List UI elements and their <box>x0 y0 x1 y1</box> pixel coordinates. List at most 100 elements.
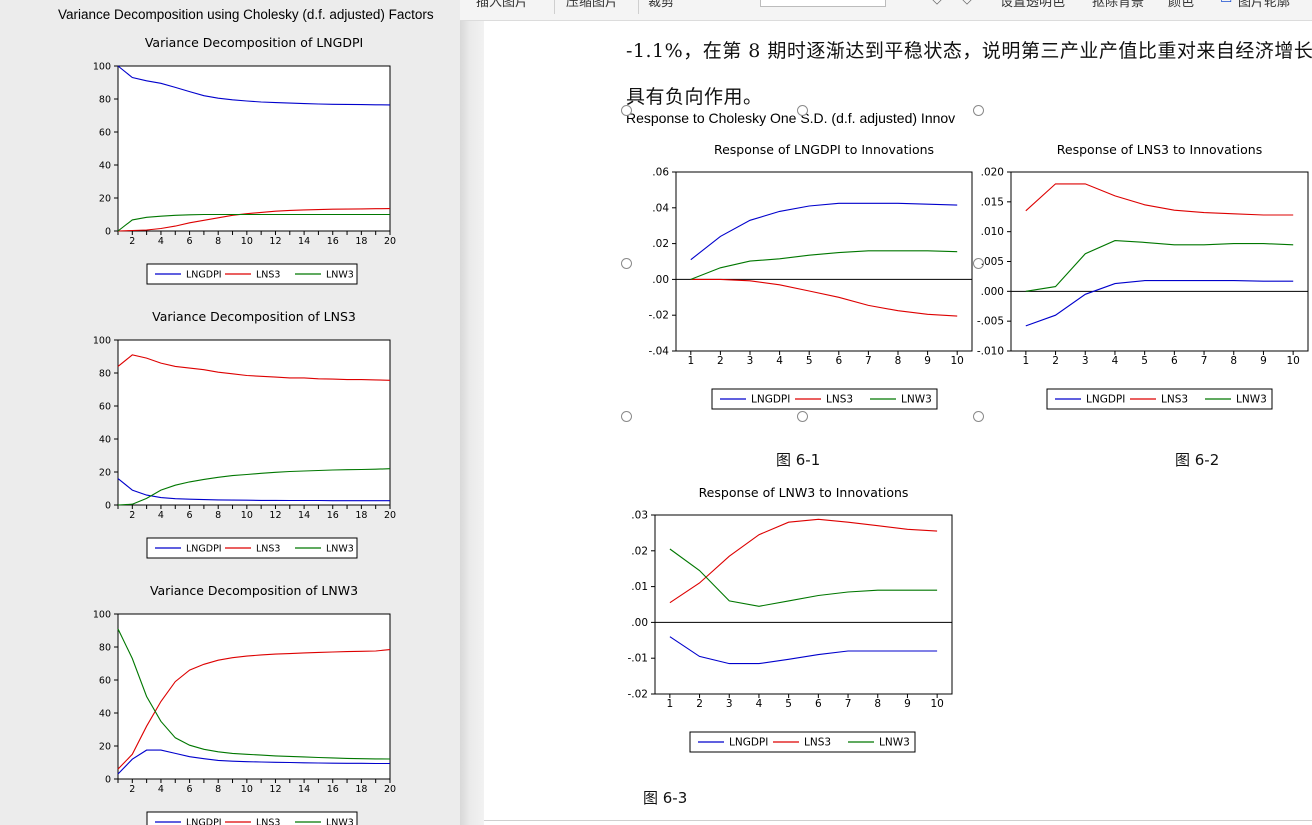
resize-handle-top-middle[interactable] <box>797 105 808 116</box>
y-tick-label: 60 <box>99 128 111 139</box>
x-tick-label: 2 <box>696 698 703 710</box>
figure-caption-6-1: 图 6-1 <box>776 451 821 469</box>
x-tick-label: 8 <box>215 784 221 795</box>
x-tick-label: 14 <box>298 784 310 795</box>
y-tick-label: -.010 <box>977 346 1004 358</box>
x-tick-label: 10 <box>241 236 253 247</box>
plot-frame <box>117 339 391 506</box>
x-tick-label: 3 <box>726 698 733 710</box>
y-tick-label: 20 <box>99 194 111 205</box>
x-tick-label: 2 <box>129 236 135 247</box>
series-line-lns3 <box>690 278 958 317</box>
y-tick-label: .00 <box>652 274 669 286</box>
resize-handle-bottom-right[interactable] <box>973 411 984 422</box>
x-tick-label: 7 <box>1201 355 1208 367</box>
x-tick-label: 16 <box>327 784 339 795</box>
x-tick-label: 10 <box>241 510 253 521</box>
series-line-lngdpi <box>117 65 391 106</box>
legend-box <box>146 537 358 559</box>
panel-divider[interactable] <box>460 0 484 825</box>
y-tick-label: .015 <box>981 196 1004 208</box>
resize-handle-bottom-middle[interactable] <box>797 411 808 422</box>
legend-label-lns3: LNS3 <box>804 737 831 749</box>
legend-label-lngdpi: LNGDPI <box>751 394 790 406</box>
y-tick-label: 100 <box>93 336 111 347</box>
x-tick-label: 4 <box>158 784 164 795</box>
y-tick-label: 20 <box>99 468 111 479</box>
legend-label-lns3: LNS3 <box>1161 394 1188 406</box>
x-tick-label: 5 <box>1141 355 1148 367</box>
chart-title: Variance Decomposition of LNW3 <box>150 583 358 598</box>
legend-label-lns3: LNS3 <box>256 270 280 281</box>
series-line-lngdpi <box>1025 280 1294 327</box>
color-button[interactable]: 颜色 <box>1168 0 1195 10</box>
legend-label-lngdpi: LNGDPI <box>729 737 768 749</box>
legend-label-lnw3: LNW3 <box>326 818 354 825</box>
chart-title: Variance Decomposition of LNGDPI <box>145 35 363 50</box>
x-tick-label: 7 <box>865 355 872 367</box>
y-tick-label: -.01 <box>628 653 649 665</box>
x-tick-label: 10 <box>951 355 964 367</box>
resize-handle-middle-right[interactable] <box>973 258 984 269</box>
resize-handle-top-left[interactable] <box>621 105 632 116</box>
x-tick-label: 6 <box>1171 355 1178 367</box>
set-transparent-color-button[interactable]: 设置透明色 <box>1000 0 1066 10</box>
resize-handle-bottom-left[interactable] <box>621 411 632 422</box>
rotate-right-icon[interactable]: ◇ <box>962 0 972 7</box>
x-tick-label: 3 <box>747 355 754 367</box>
legend-label-lns3: LNS3 <box>826 394 853 406</box>
plot-frame <box>675 171 973 352</box>
series-line-lnw3 <box>117 213 390 232</box>
plot-frame <box>1010 171 1309 352</box>
toolbar-separator <box>638 0 639 14</box>
legend-label-lngdpi: LNGDPI <box>1086 394 1125 406</box>
x-tick-label: 7 <box>845 698 852 710</box>
y-tick-label: .020 <box>981 167 1004 179</box>
figure-caption-6-3: 图 6-3 <box>643 789 688 807</box>
y-tick-label: .005 <box>981 256 1004 268</box>
resize-handle-top-right[interactable] <box>973 105 984 116</box>
series-line-lngdpi <box>669 636 938 665</box>
plot-frame <box>654 514 953 695</box>
resize-handle-middle-left[interactable] <box>621 258 632 269</box>
document-paragraph-line: 具有负向作用。 <box>626 86 763 108</box>
legend-label-lns3: LNS3 <box>256 544 280 555</box>
x-tick-label: 8 <box>215 236 221 247</box>
legend-label-lnw3: LNW3 <box>901 394 932 406</box>
chart-vd_lnw3: Variance Decomposition of LNW3 0 20 40 60 80 1… <box>93 583 396 825</box>
x-tick-label: 8 <box>895 355 902 367</box>
series-line-lns3 <box>1025 183 1294 216</box>
legend-label-lnw3: LNW3 <box>326 270 354 281</box>
compress-picture-button[interactable]: 压缩图片 <box>566 0 619 10</box>
insert-picture-button[interactable]: 插入图片 <box>476 0 529 10</box>
rotate-left-icon[interactable]: ◇ <box>932 0 942 7</box>
y-tick-label: .03 <box>631 510 648 522</box>
legend-label-lngdpi: LNGDPI <box>186 818 222 825</box>
picture-outline-icon[interactable]: ▭ <box>1220 0 1232 7</box>
chart-title: Response of LNGDPI to Innovations <box>714 142 934 157</box>
y-tick-label: 0 <box>105 775 111 786</box>
series-line-lngdpi <box>117 478 390 502</box>
y-tick-label: .01 <box>631 581 648 593</box>
series-line-lnw3 <box>1025 240 1294 292</box>
y-tick-label: 0 <box>105 501 111 512</box>
x-tick-label: 4 <box>776 355 783 367</box>
picture-size-field[interactable] <box>760 0 886 7</box>
x-tick-label: 18 <box>355 510 367 521</box>
legend-label-lngdpi: LNGDPI <box>186 270 222 281</box>
picture-outline-button[interactable]: 图片轮廓 <box>1238 0 1291 10</box>
crop-button[interactable]: 裁剪 <box>648 0 675 10</box>
y-tick-label: 0 <box>105 227 111 238</box>
y-tick-label: 40 <box>99 161 111 172</box>
y-tick-label: 40 <box>99 435 111 446</box>
toolbar-separator <box>554 0 555 14</box>
y-tick-label: .010 <box>981 226 1004 238</box>
y-tick-label: .02 <box>652 238 669 250</box>
plot-frame <box>117 613 391 780</box>
remove-background-button[interactable]: 抠除背景 <box>1092 0 1145 10</box>
x-tick-label: 8 <box>215 510 221 521</box>
picture-toolbar: 插入图片 压缩图片 裁剪 ◇ ◇ 设置透明色 抠除背景 颜色 ▭ 图片轮廓 <box>460 0 1312 21</box>
y-tick-label: .000 <box>981 286 1004 298</box>
x-tick-label: 6 <box>187 510 193 521</box>
